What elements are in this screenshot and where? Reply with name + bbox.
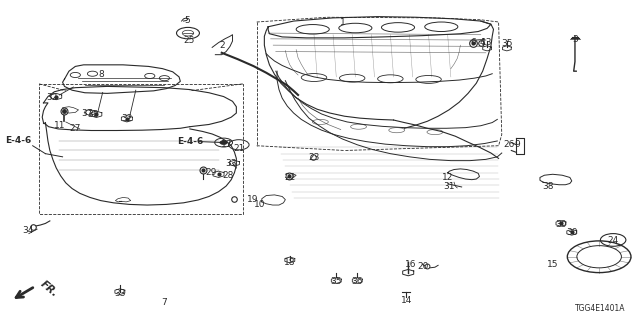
Text: 30: 30 [556,220,566,228]
Text: E-4-6: E-4-6 [177,137,204,146]
Text: 36: 36 [351,277,363,286]
Text: 18: 18 [284,258,296,267]
Text: E-4-6: E-4-6 [5,136,31,145]
Text: 14: 14 [401,296,412,305]
Text: 21: 21 [233,144,244,153]
Text: 29: 29 [205,168,216,177]
Text: 7: 7 [161,298,167,307]
Text: 23: 23 [308,153,320,162]
Text: 31: 31 [443,181,454,190]
Text: 8: 8 [98,70,104,79]
Text: 32: 32 [46,93,58,102]
Text: TGG4E1401A: TGG4E1401A [575,304,626,313]
Text: 16: 16 [405,260,417,269]
Text: 13: 13 [481,38,493,47]
Text: 33: 33 [114,289,125,298]
Text: 9: 9 [515,140,520,148]
Text: 32: 32 [87,109,98,118]
Text: 34: 34 [22,226,33,235]
Text: 27: 27 [70,124,81,133]
Text: 24: 24 [607,236,619,245]
Text: 38: 38 [543,181,554,190]
Text: 37: 37 [81,108,93,117]
Text: 32: 32 [121,114,132,123]
Text: 28: 28 [222,171,234,180]
Text: 1: 1 [340,18,346,27]
Text: 15: 15 [547,260,559,269]
Text: 33: 33 [225,159,237,168]
Text: 17: 17 [221,140,232,149]
Text: 19: 19 [246,195,258,204]
Text: 20: 20 [418,262,429,271]
Text: 12: 12 [442,173,453,182]
Text: FR.: FR. [38,279,60,299]
Circle shape [220,141,227,144]
Text: 5: 5 [184,16,189,25]
Text: 2: 2 [219,41,225,50]
Text: 25: 25 [183,36,195,45]
Text: 6: 6 [470,38,476,47]
Text: 10: 10 [254,200,266,209]
Text: 22: 22 [284,173,296,182]
Text: 35: 35 [330,277,342,286]
Text: 3: 3 [572,35,578,44]
Text: 4: 4 [480,38,486,47]
Text: 35: 35 [502,39,513,48]
Text: 26: 26 [503,140,515,148]
Text: 30: 30 [566,228,577,237]
Text: 11: 11 [54,121,65,130]
